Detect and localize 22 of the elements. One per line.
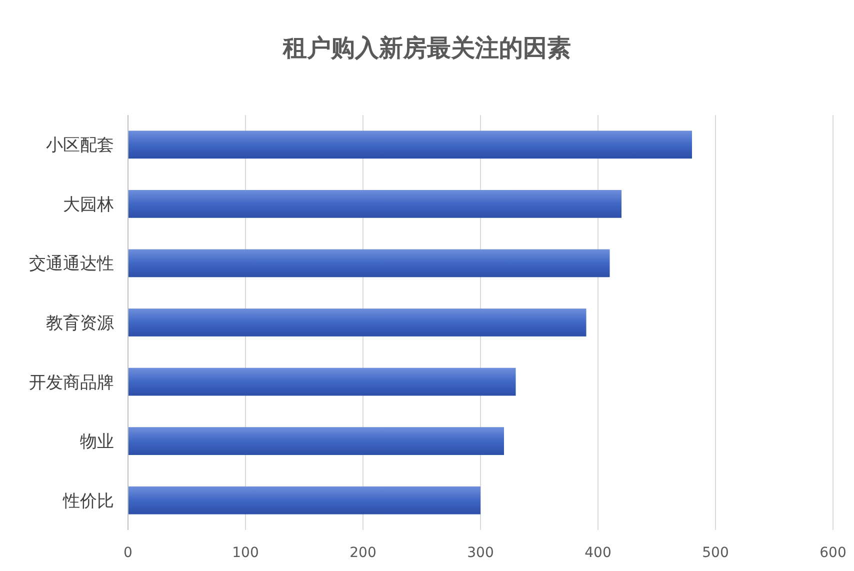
bar [128,486,480,514]
y-tick-label: 开发商品牌 [29,372,114,393]
y-tick-label: 性价比 [62,491,114,512]
bar [128,249,610,278]
x-tick-label: 600 [820,545,846,561]
x-tick-label: 500 [702,545,729,561]
x-tick-label: 300 [467,545,494,561]
y-tick-label: 物业 [80,432,114,452]
y-tick-label: 大园林 [63,194,114,215]
bar [128,130,692,159]
x-tick-label: 100 [232,545,259,561]
y-tick-label: 教育资源 [46,314,114,334]
x-tick-label: 200 [350,545,376,561]
x-tick-label: 0 [124,545,132,561]
bar [128,190,622,218]
bar [128,308,586,336]
y-tick-label: 小区配套 [46,136,114,156]
y-tick-label: 交通通达性 [29,254,114,274]
bar [128,368,516,396]
bar [128,427,504,456]
chart-title: 租户购入新房最关注的因素 [282,34,571,62]
x-tick-label: 400 [584,545,612,561]
